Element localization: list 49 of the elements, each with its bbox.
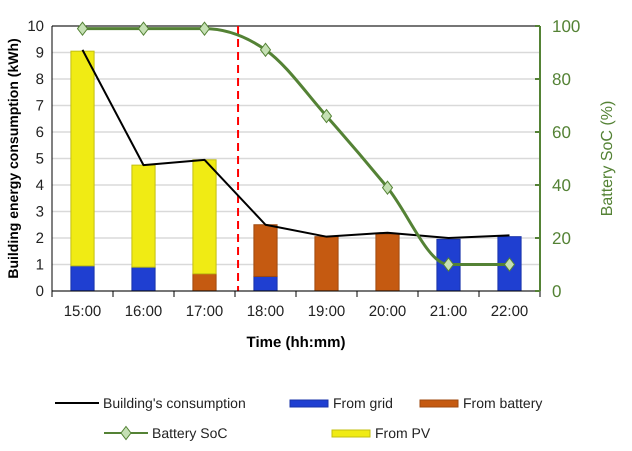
x-axis-title: Time (hh:mm) (246, 334, 346, 351)
y2-tick-label: 80 (552, 70, 571, 89)
y-tick-label: 3 (36, 204, 44, 220)
x-tick-label: 16:00 (124, 303, 162, 320)
x-tick-label: 18:00 (246, 303, 284, 320)
point (382, 180, 393, 195)
y2-axis-title: Battery SoC (%) (599, 100, 616, 216)
bar (253, 224, 278, 277)
y2-tick-label: 60 (552, 123, 571, 142)
y-tick-label: 4 (36, 177, 44, 194)
point (138, 22, 149, 36)
bar (375, 234, 400, 292)
y-tick-label: 6 (36, 124, 44, 141)
y-tick-label: 1 (36, 256, 44, 274)
y-tick-label: 7 (36, 98, 44, 114)
legend-label: From grid (333, 395, 393, 411)
bar (131, 164, 156, 268)
y-tick-label: 0 (36, 283, 44, 300)
y-tick-label: 8 (36, 71, 44, 88)
bar (70, 50, 95, 266)
bar (70, 265, 95, 292)
y-tick-label: 5 (36, 150, 44, 168)
y-axis-title: Building energy consumption (kWh) (5, 38, 21, 279)
x-tick-label: 22:00 (490, 303, 528, 320)
point (199, 22, 210, 36)
bar (131, 266, 156, 292)
y2-tick-label: 0 (552, 282, 562, 301)
legend-label: From battery (463, 395, 542, 411)
x-tick-label: 17:00 (186, 303, 224, 320)
bar (192, 159, 217, 274)
x-tick-label: 19:00 (308, 303, 346, 320)
bar (497, 236, 522, 292)
point (77, 22, 88, 36)
bar (314, 236, 339, 292)
point (260, 42, 271, 57)
line-series (82, 48, 510, 239)
y-tick-label: 2 (36, 230, 44, 247)
x-tick-label: 20:00 (368, 303, 406, 320)
x-tick-label: 21:00 (430, 303, 468, 320)
point (321, 109, 332, 124)
x-tick-label: 15:00 (64, 303, 102, 320)
y2-tick-label: 40 (552, 176, 571, 195)
legend-label: From PV (375, 425, 431, 441)
legend-label: Building's consumption (103, 395, 246, 411)
y2-tick-label: 100 (552, 17, 580, 36)
y-tick-label: 9 (36, 44, 44, 62)
legend-label: Battery SoC (152, 425, 228, 441)
y-tick-label: 10 (27, 18, 44, 35)
y2-tick-label: 20 (552, 229, 571, 248)
